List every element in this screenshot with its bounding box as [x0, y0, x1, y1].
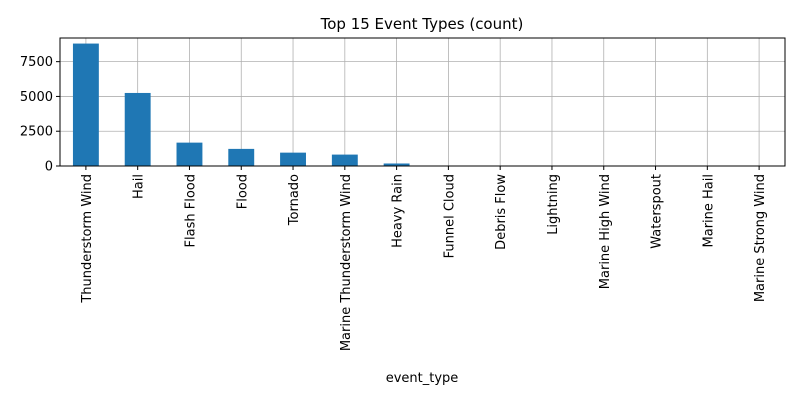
x-tick-label: Hail	[132, 174, 147, 199]
y-tick-label: 0	[45, 160, 53, 175]
bar	[383, 163, 410, 166]
x-tick-label: Waterspout	[650, 174, 665, 249]
y-tick-label: 7500	[20, 55, 53, 70]
bar	[124, 92, 151, 166]
bar	[176, 142, 203, 166]
x-tick-label: Marine Hail	[701, 174, 716, 247]
grid-lines	[60, 38, 785, 167]
x-tick-label: Marine High Wind	[598, 174, 613, 289]
y-tick-label: 2500	[20, 125, 53, 140]
x-axis-label: event_type	[386, 371, 459, 386]
x-tick-label: Flood	[235, 174, 250, 209]
chart-title: Top 15 Event Types (count)	[320, 15, 524, 33]
x-tick-label: Marine Strong Wind	[753, 174, 768, 302]
plot-frame	[59, 37, 786, 167]
bar	[72, 43, 99, 166]
bar	[331, 154, 358, 166]
x-tick-label: Marine Thunderstorm Wind	[339, 174, 354, 351]
bar	[280, 152, 306, 166]
bars	[72, 43, 773, 166]
bar	[228, 148, 255, 166]
x-tick-label: Flash Flood	[183, 174, 198, 247]
x-tick-label: Debris Flow	[494, 174, 509, 250]
x-tick-label: Lightning	[546, 174, 561, 235]
y-tick-label: 5000	[20, 90, 53, 105]
x-tick-label: Funnel Cloud	[442, 174, 457, 258]
x-tick-label: Thunderstorm Wind	[80, 174, 95, 304]
x-axis-ticks: Thunderstorm Wind Hail Flash Flood Flood Tor…	[80, 166, 768, 351]
y-axis-ticks: 0 2500 5000 7500	[20, 55, 60, 175]
x-tick-label: Tornado	[287, 174, 302, 226]
x-tick-label: Heavy Rain	[391, 174, 406, 248]
